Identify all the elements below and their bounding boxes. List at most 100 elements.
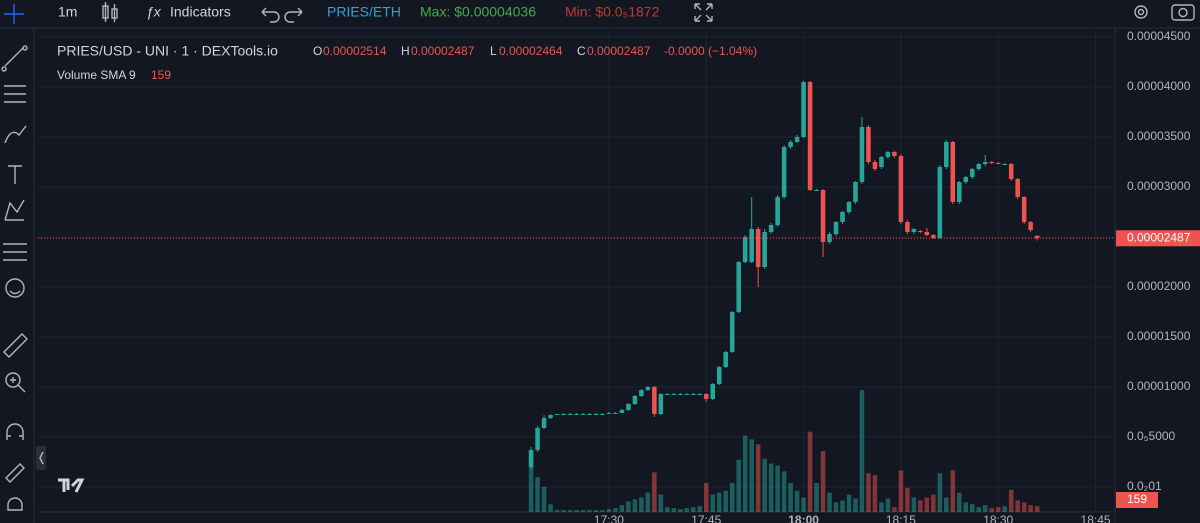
volume-bar [944, 497, 949, 512]
volume-bar [963, 502, 969, 512]
volume-bar [859, 390, 865, 512]
volume-bar [1002, 506, 1007, 512]
candle-body [918, 231, 923, 232]
drawing-tools[interactable] [1, 45, 28, 511]
last-price-label: 0.00002487 [1127, 230, 1191, 244]
candle-body [944, 142, 949, 167]
volume-bar [561, 510, 566, 512]
volume-bar [995, 507, 1001, 512]
candle-body [1008, 164, 1014, 179]
volume-bar [853, 498, 858, 512]
candle-body [548, 415, 553, 418]
candle-body [678, 394, 683, 395]
volume-bar [976, 507, 982, 512]
volume-bar [691, 507, 696, 512]
volume-bar [814, 482, 819, 512]
volume-bar [827, 492, 832, 512]
volume-bar [548, 504, 553, 512]
candle-body [827, 234, 832, 242]
candle-body [846, 202, 852, 212]
volume-bar [619, 505, 625, 512]
redo-icon[interactable] [284, 7, 303, 23]
candle-body [859, 127, 865, 182]
volume-bar [528, 450, 534, 512]
candle-body [600, 414, 605, 415]
volume-bar [736, 459, 741, 512]
indicators-button[interactable]: Indicators [170, 4, 231, 20]
candle-body [976, 164, 982, 169]
candle-body [619, 410, 625, 413]
volume-bar [1034, 506, 1040, 512]
y-tick-label: 0.00003500 [1127, 129, 1191, 143]
volume-bar [872, 475, 878, 512]
volume-bar [632, 499, 638, 512]
fullscreen-icon[interactable] [694, 3, 713, 22]
volume-bar [833, 502, 839, 512]
volume-bar [626, 501, 631, 512]
volume-bar [768, 463, 774, 512]
candle-body [541, 418, 547, 428]
y-tick-label: 0.00002000 [1127, 279, 1191, 293]
candle-body [768, 225, 774, 232]
x-tick-label: 18:45 [1081, 513, 1111, 523]
volume-bar [794, 490, 800, 512]
volume-bar [885, 498, 891, 512]
legend-key: L [490, 44, 497, 58]
volume-bar [762, 458, 767, 512]
volume-bar [1015, 500, 1020, 512]
collapse-arrow [39, 451, 44, 465]
y-tick-label: 0.00004000 [1127, 79, 1191, 93]
settings-icon[interactable] [1134, 5, 1148, 19]
chart-title: PRIES/USD - UNI · 1 · DEXTools.io [57, 43, 278, 59]
volume-bar [697, 506, 703, 512]
volume-bar [554, 510, 560, 512]
candle-body [554, 414, 560, 415]
candle-body [645, 387, 651, 390]
volume-bar [950, 470, 956, 512]
candle-body [1002, 164, 1007, 165]
fx-icon[interactable]: ƒx [146, 4, 162, 20]
legend-value: 0.00002464 [499, 44, 563, 58]
volume-bar [580, 510, 586, 512]
x-tick-label: 18:00 [788, 513, 819, 523]
volume-bar [665, 507, 670, 512]
candle-body [879, 157, 884, 167]
volume-bar [781, 471, 787, 512]
legend-value: 0.00002487 [587, 44, 651, 58]
candle-body [1028, 222, 1033, 230]
y-tick-label: 0.00001500 [1127, 329, 1191, 343]
candle-body [639, 390, 644, 396]
volume-bar [892, 507, 897, 512]
candle-body [703, 394, 709, 399]
volume-bar [567, 510, 573, 512]
legend-change: -0.0000 (−1.04%) [664, 44, 757, 58]
volume-bar [788, 482, 793, 512]
volume-bar [574, 510, 579, 512]
undo-icon[interactable] [261, 7, 280, 23]
volume-bar [807, 431, 813, 512]
legend-key: H [401, 44, 410, 58]
screenshot-icon[interactable] [1171, 4, 1195, 21]
volume-bar [801, 497, 806, 512]
y-tick-label: 0.0₅5000 [1127, 429, 1176, 443]
candle-type-icon[interactable] [102, 2, 118, 22]
tv-logo [58, 478, 85, 493]
candle-body [749, 229, 754, 262]
pair[interactable]: PRIES/ETH [327, 4, 401, 20]
candle-body [632, 396, 638, 404]
candle-body [840, 212, 845, 222]
candle-body [1015, 179, 1020, 197]
volume-bar [820, 451, 826, 512]
candle-body [807, 82, 813, 190]
volume-bar [846, 494, 852, 512]
collapse-button[interactable] [36, 446, 46, 470]
volume-sma-label: 159 [1127, 492, 1147, 506]
interval[interactable]: 1m [58, 4, 77, 20]
crosshair-icon[interactable] [4, 4, 24, 24]
candle-body [969, 169, 975, 177]
volume-bar [606, 509, 612, 512]
candle-body [924, 232, 930, 235]
volume-bar [593, 510, 599, 512]
volume-bar [1021, 502, 1027, 512]
y-tick-label: 0.00001000 [1127, 379, 1191, 393]
